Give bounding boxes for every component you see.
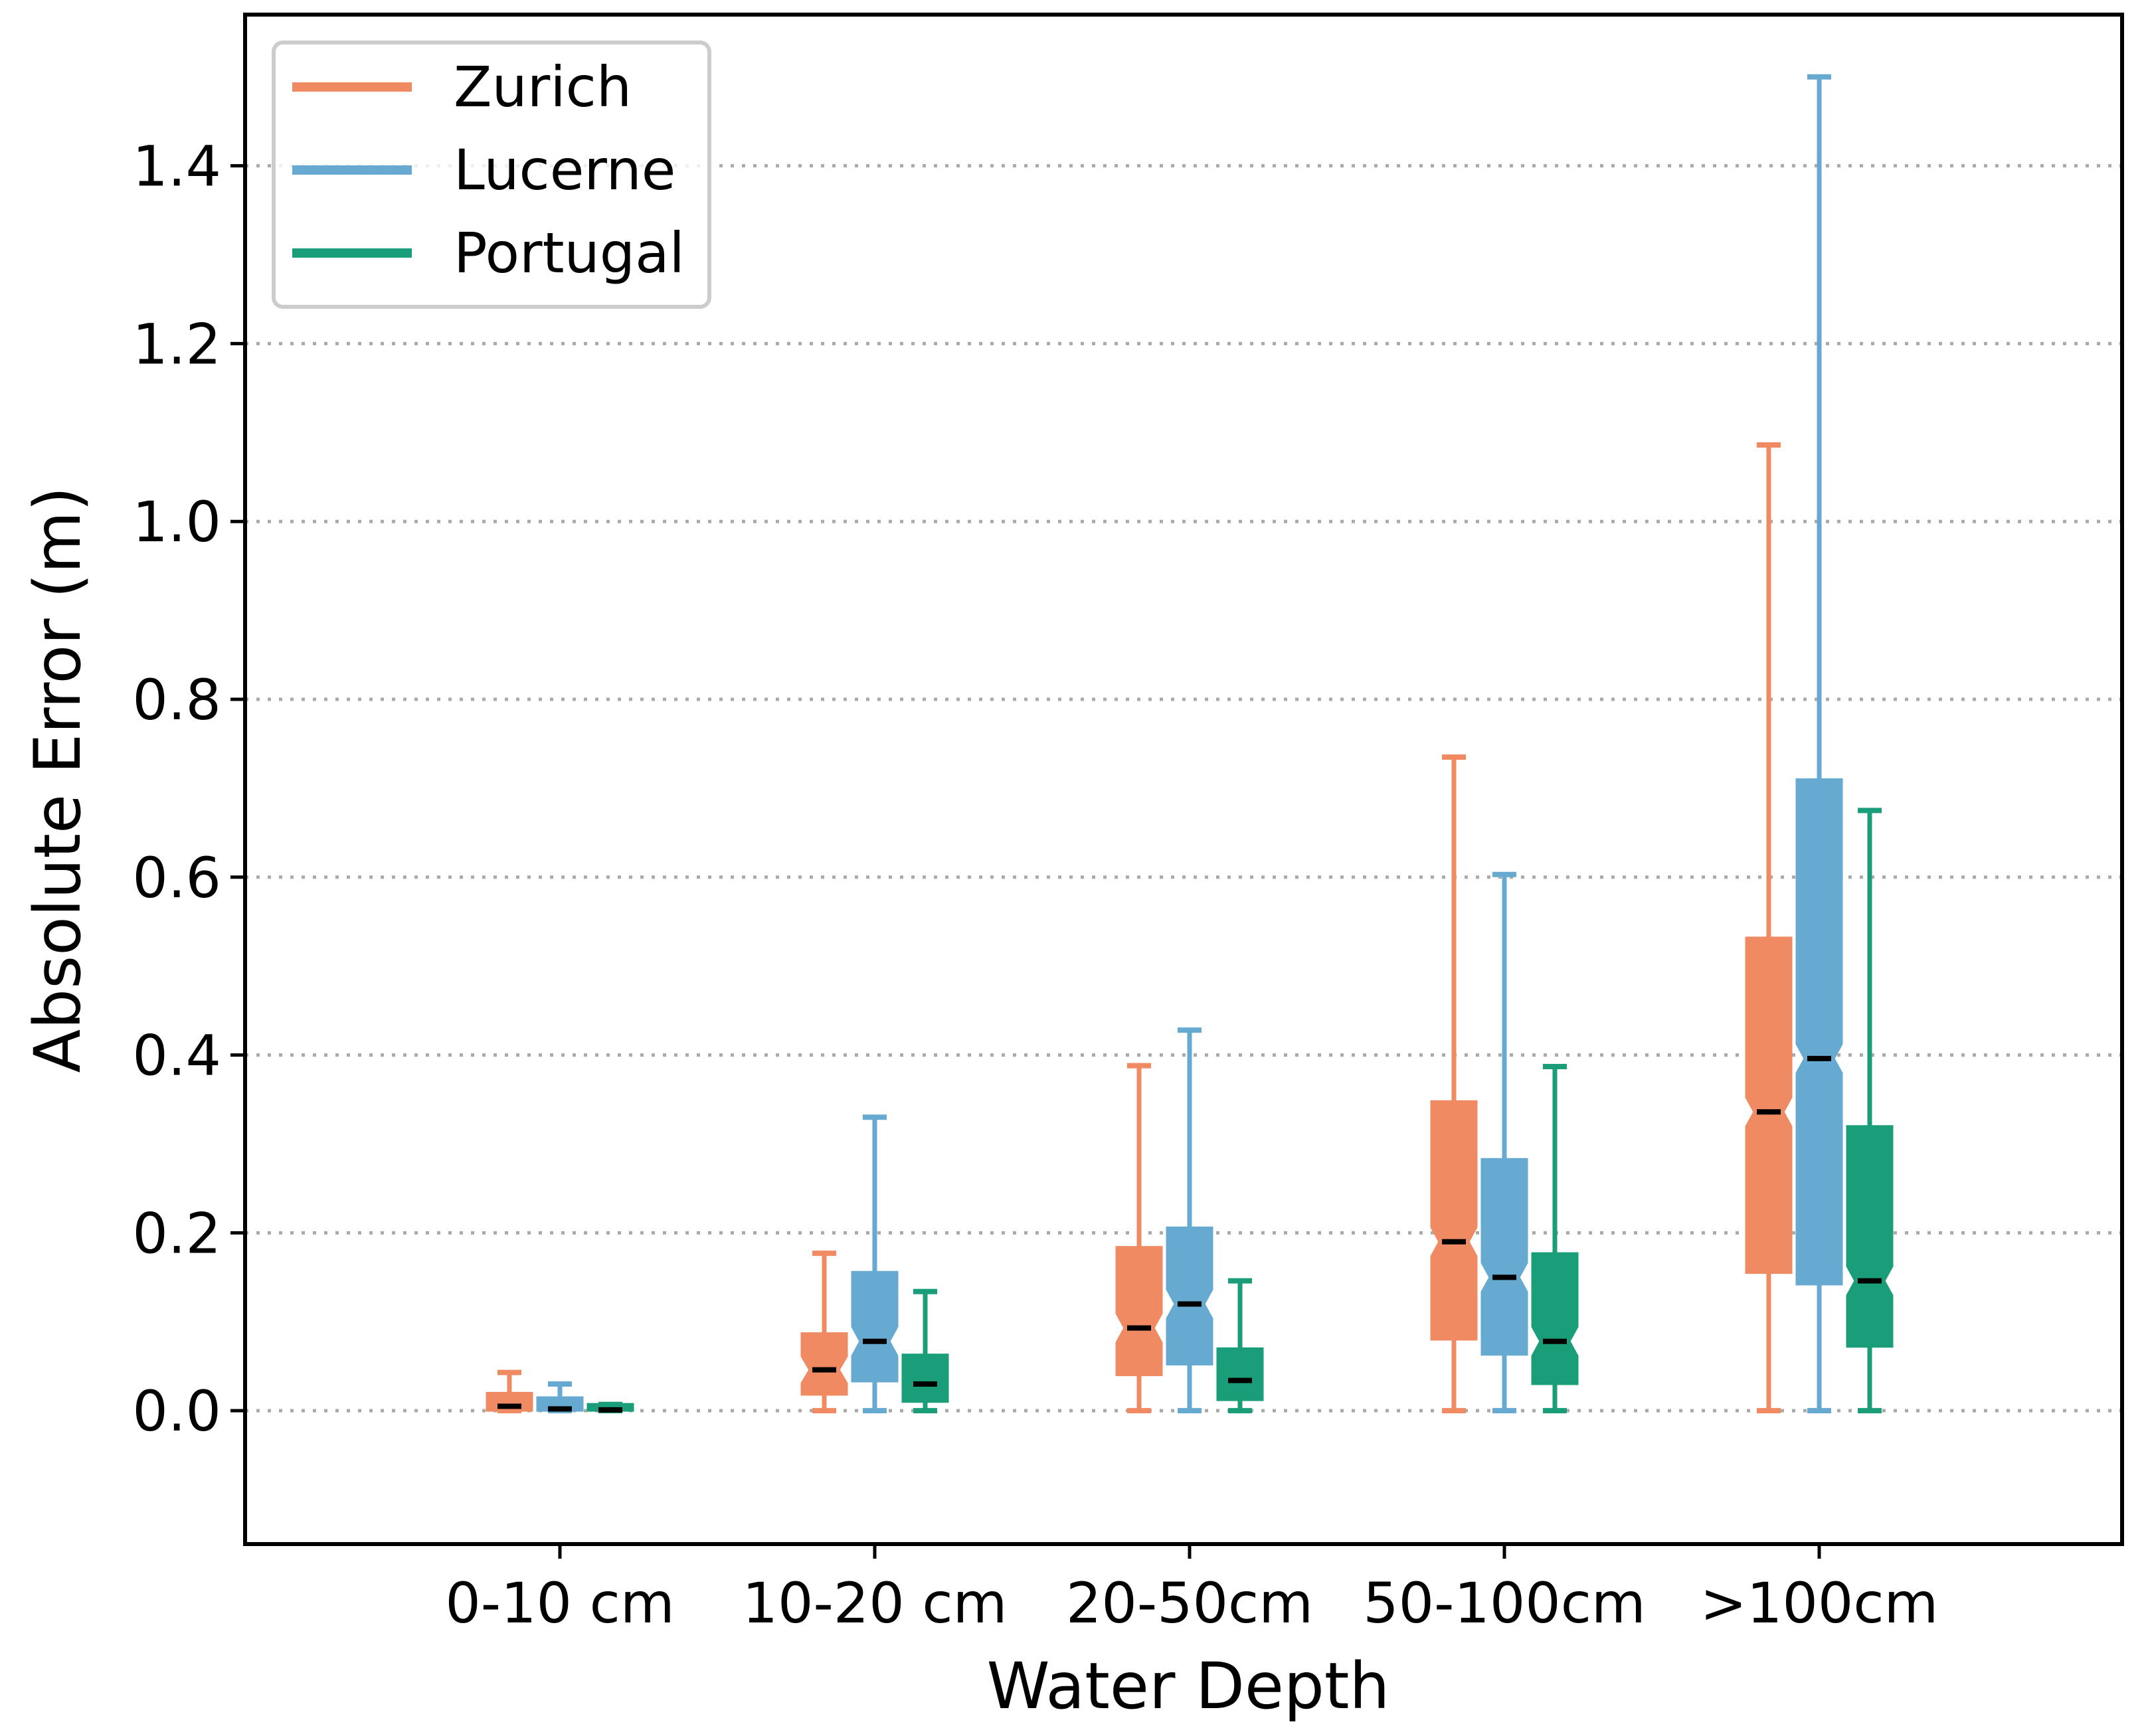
box-body: [901, 1353, 949, 1403]
legend-label-portugal: Portugal: [454, 220, 685, 286]
box-portugal-4: [1846, 808, 1894, 1414]
box-body: [1795, 778, 1843, 1286]
y-tick-label: 0.0: [132, 1379, 221, 1444]
box-portugal-1: [901, 1288, 949, 1414]
x-tick-label: >100cm: [1700, 1571, 1939, 1636]
box-zurich-3: [1430, 754, 1478, 1414]
box-body: [800, 1332, 848, 1396]
y-tick-label: 1.4: [132, 134, 221, 199]
x-tick-label: 0-10 cm: [445, 1571, 674, 1636]
y-tick-label: 0.8: [132, 667, 221, 733]
legend-label-lucerne: Lucerne: [454, 137, 675, 203]
y-tick-label: 0.4: [132, 1023, 221, 1088]
box-body: [1430, 1100, 1478, 1341]
box-portugal-0: [586, 1401, 634, 1414]
y-tick-label: 0.6: [132, 845, 221, 911]
box-portugal-2: [1216, 1278, 1264, 1414]
box-lucerne-2: [1166, 1027, 1213, 1414]
box-portugal-3: [1531, 1063, 1579, 1414]
legend-frame: [272, 41, 711, 309]
y-tick-label: 0.2: [132, 1201, 221, 1266]
box-zurich-0: [486, 1369, 533, 1414]
y-axis-label: Absolute Error (m): [21, 486, 95, 1073]
plot-frame: [243, 13, 2124, 1546]
x-tick-label: 50-100cm: [1363, 1571, 1646, 1636]
box-body: [1531, 1252, 1579, 1385]
box-zurich-4: [1745, 442, 1793, 1414]
box-body: [1480, 1158, 1528, 1356]
legend-label-zurich: Zurich: [454, 54, 632, 120]
box-body: [1115, 1246, 1163, 1377]
box-body: [851, 1270, 899, 1383]
box-body: [1846, 1125, 1894, 1348]
box-lucerne-1: [851, 1114, 899, 1414]
box-lucerne-3: [1480, 871, 1528, 1414]
legend: Zurich Lucerne Portugal: [272, 41, 711, 309]
box-body: [1216, 1347, 1264, 1401]
box-zurich-2: [1115, 1063, 1163, 1414]
axis-ticks: 0.0 0.2 0.4 0.6 0.8 1.0 1.2 1.4 0-10 cm 10-20 cm 2…: [132, 134, 1938, 1636]
box-body: [1745, 936, 1793, 1274]
x-tick-label: 20-50cm: [1066, 1571, 1313, 1636]
y-tick-label: 1.2: [132, 311, 221, 377]
box-plot-series: [486, 74, 1894, 1414]
box-lucerne-0: [536, 1381, 584, 1414]
y-tick-label: 1.0: [132, 489, 221, 555]
box-lucerne-4: [1795, 74, 1843, 1414]
box-body: [1166, 1226, 1213, 1366]
x-axis-label: Water Depth: [987, 1649, 1390, 1723]
x-tick-label: 10-20 cm: [743, 1571, 1008, 1636]
box-zurich-1: [800, 1251, 848, 1414]
